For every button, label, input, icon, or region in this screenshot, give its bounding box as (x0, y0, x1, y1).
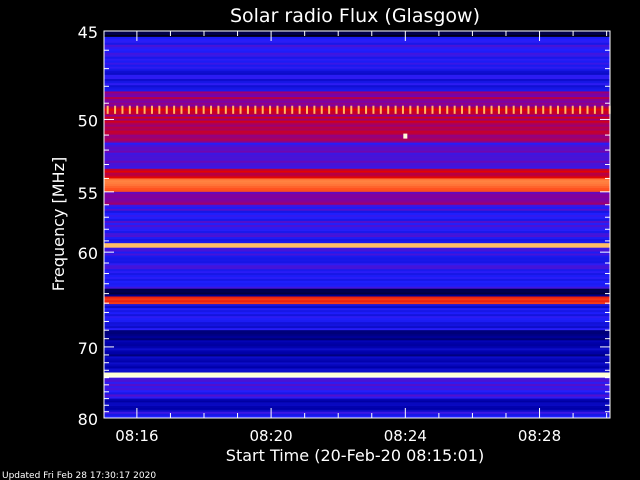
frequency-band (104, 36, 610, 70)
y-tick-label: 70 (78, 339, 98, 358)
chart-title: Solar radio Flux (Glasgow) (230, 5, 480, 27)
frequency-band (104, 168, 610, 179)
frequency-band (104, 142, 610, 170)
frequency-band (104, 91, 610, 107)
periodic-pulses (106, 105, 611, 114)
x-tick-label: 08:16 (115, 427, 158, 445)
updated-footer: Updated Fri Feb 28 17:30:17 2020 (2, 471, 156, 480)
frequency-band (104, 372, 610, 379)
y-tick-label: 55 (78, 184, 98, 203)
frequency-band (104, 31, 610, 38)
y-axis: 45 50 55 60 70 80 (78, 23, 610, 429)
x-axis-label: Start Time (20-Feb-20 08:15:01) (226, 446, 484, 465)
y-tick-label: 50 (78, 111, 98, 130)
plot-frame (103, 30, 611, 419)
x-tick-label: 08:28 (518, 427, 561, 445)
frequency-band (104, 398, 610, 413)
radio-burst (403, 133, 408, 139)
y-tick-label: 60 (78, 244, 98, 263)
frequency-band (104, 68, 610, 92)
y-tick-label: 45 (78, 23, 98, 42)
frequency-band (104, 243, 610, 249)
frequency-band (104, 411, 610, 419)
y-axis-label: Frequency [MHz] (49, 157, 68, 291)
frequency-band (104, 191, 610, 206)
frequency-band (104, 114, 610, 144)
frequency-band (104, 106, 610, 116)
x-axis: 08:16 08:20 08:24 08:28 (115, 31, 608, 445)
frequency-band (104, 377, 610, 400)
frequency-band (104, 288, 610, 297)
x-tick-label: 08:24 (384, 427, 427, 445)
frequency-band (104, 304, 610, 331)
plot-area (103, 30, 611, 419)
frequency-band (104, 204, 610, 244)
y-tick-label: 80 (78, 410, 98, 429)
frequency-band (104, 296, 610, 305)
frequency-band (104, 247, 610, 290)
frequency-band (104, 178, 610, 193)
frequency-band (104, 330, 610, 373)
x-tick-label: 08:20 (249, 427, 292, 445)
